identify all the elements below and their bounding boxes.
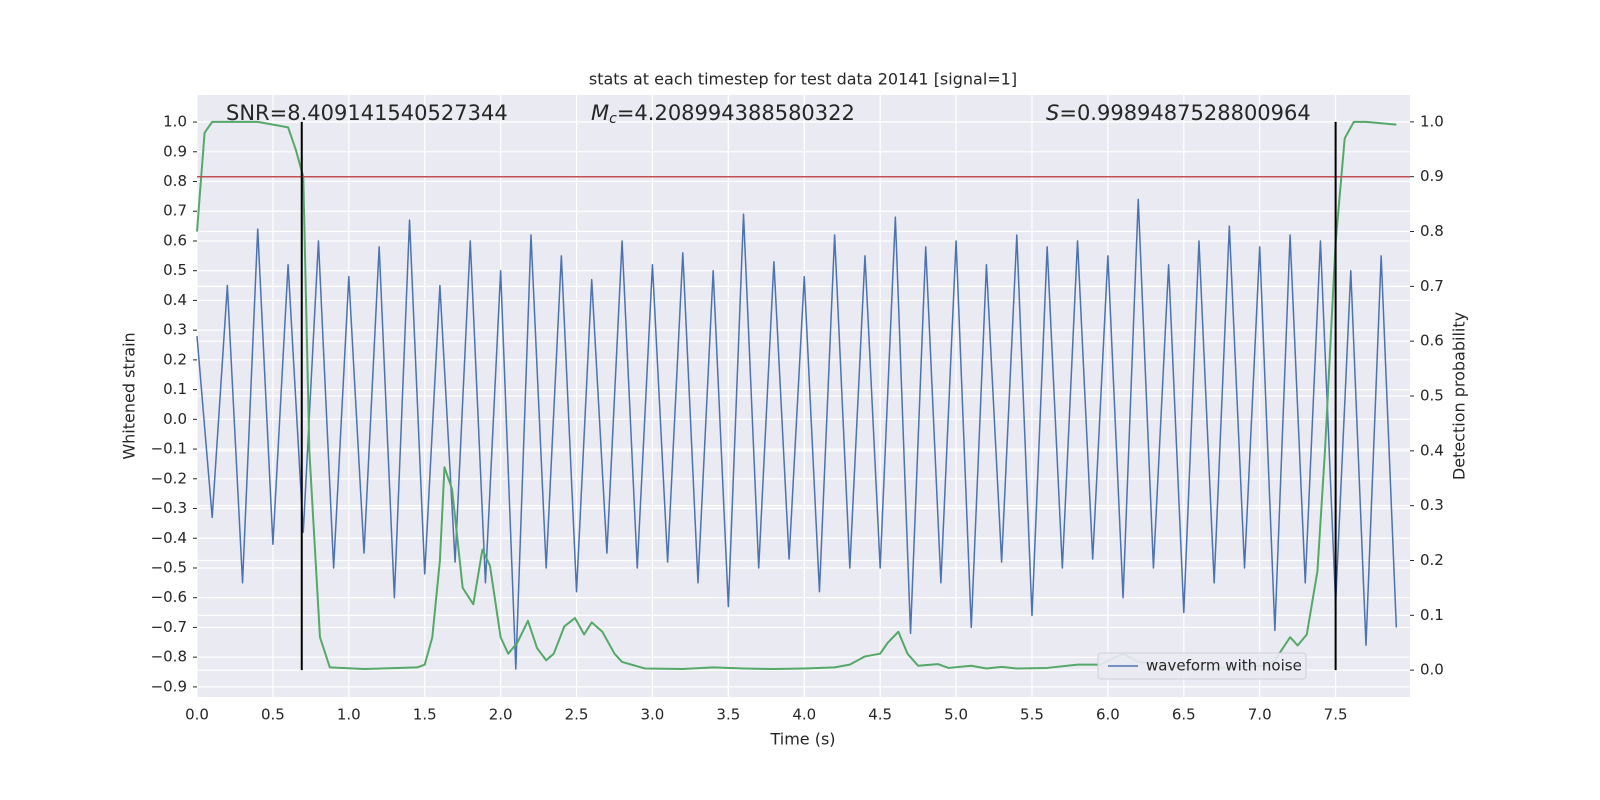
y-tick-label: −0.4 xyxy=(151,529,187,547)
annotation-symbol: S xyxy=(1046,101,1059,125)
y-tick-label: 0.6 xyxy=(163,231,187,249)
y2-axis-label: Detection probability xyxy=(1450,312,1469,480)
x-tick-label: 6.0 xyxy=(1096,706,1120,724)
y2-tick-label: 0.8 xyxy=(1420,222,1444,240)
y-tick-label: −0.7 xyxy=(151,618,187,636)
y2-tick-label: 0.0 xyxy=(1420,661,1444,679)
annotation: SNR=8.409141540527344 xyxy=(226,101,508,125)
legend xyxy=(1097,652,1307,680)
y-tick-label: −0.9 xyxy=(151,677,187,695)
y-tick-label: 0.3 xyxy=(163,321,187,339)
x-tick-label: 4.0 xyxy=(792,706,816,724)
y-tick-label: −0.1 xyxy=(151,440,187,458)
x-tick-label: 1.5 xyxy=(413,706,437,724)
x-tick-label: 6.5 xyxy=(1172,706,1196,724)
x-tick-label: 1.0 xyxy=(337,706,361,724)
y-tick-label: 0.5 xyxy=(163,261,187,279)
annotation-text: =4.208994388580322 xyxy=(617,101,855,125)
x-tick-label: 2.0 xyxy=(489,706,513,724)
y2-tick-label: 1.0 xyxy=(1420,112,1444,130)
annotation-text: =0.9989487528800964 xyxy=(1059,101,1310,125)
x-tick-label: 3.0 xyxy=(641,706,665,724)
series-line xyxy=(196,198,1398,670)
y-tick-label: −0.5 xyxy=(151,558,187,576)
y-axis-label: Whitened strain xyxy=(120,332,139,459)
x-tick-label: 0.0 xyxy=(185,706,209,724)
annotation-symbol: M xyxy=(591,101,609,125)
y-tick-label: 0.2 xyxy=(163,350,187,368)
y-tick-label: 0.0 xyxy=(163,410,187,428)
y-tick-label: −0.6 xyxy=(151,588,187,606)
y-tick-label: 0.1 xyxy=(163,380,187,398)
y-tick-label: −0.3 xyxy=(151,499,187,517)
y-tick-label: 0.8 xyxy=(163,172,187,190)
annotation: S=0.9989487528800964 xyxy=(1046,101,1311,125)
y2-tick-label: 0.1 xyxy=(1420,606,1444,624)
x-tick-label: 3.5 xyxy=(716,706,740,724)
y2-tick-label: 0.4 xyxy=(1420,441,1444,459)
y-tick-label: 0.4 xyxy=(163,291,187,309)
legend-label: waveform with noise xyxy=(1146,657,1302,675)
x-tick-label: 4.5 xyxy=(868,706,892,724)
annotation-subscript: c xyxy=(609,111,617,127)
y2-tick-label: 0.7 xyxy=(1420,277,1444,295)
y2-tick-label: 0.3 xyxy=(1420,496,1444,514)
y2-tick-label: 0.5 xyxy=(1420,387,1444,405)
y-tick-label: −0.2 xyxy=(151,469,187,487)
x-tick-label: 7.5 xyxy=(1324,706,1348,724)
y-tick-label: −0.8 xyxy=(151,648,187,666)
x-axis-label: Time (s) xyxy=(769,730,835,749)
x-tick-label: 2.5 xyxy=(565,706,589,724)
chart-title: stats at each timestep for test data 201… xyxy=(589,70,1017,89)
y-tick-label: 0.9 xyxy=(163,142,187,160)
x-tick-label: 5.0 xyxy=(944,706,968,724)
y2-tick-label: 0.6 xyxy=(1420,332,1444,350)
y-tick-label: 0.7 xyxy=(163,202,187,220)
x-tick-label: 5.5 xyxy=(1020,706,1044,724)
x-tick-label: 0.5 xyxy=(261,706,285,724)
y2-tick-label: 0.9 xyxy=(1420,167,1444,185)
x-tick-label: 7.0 xyxy=(1248,706,1272,724)
annotation: Mc=4.208994388580322 xyxy=(591,101,855,127)
y-tick-label: 1.0 xyxy=(163,113,187,131)
y2-tick-label: 0.2 xyxy=(1420,551,1444,569)
